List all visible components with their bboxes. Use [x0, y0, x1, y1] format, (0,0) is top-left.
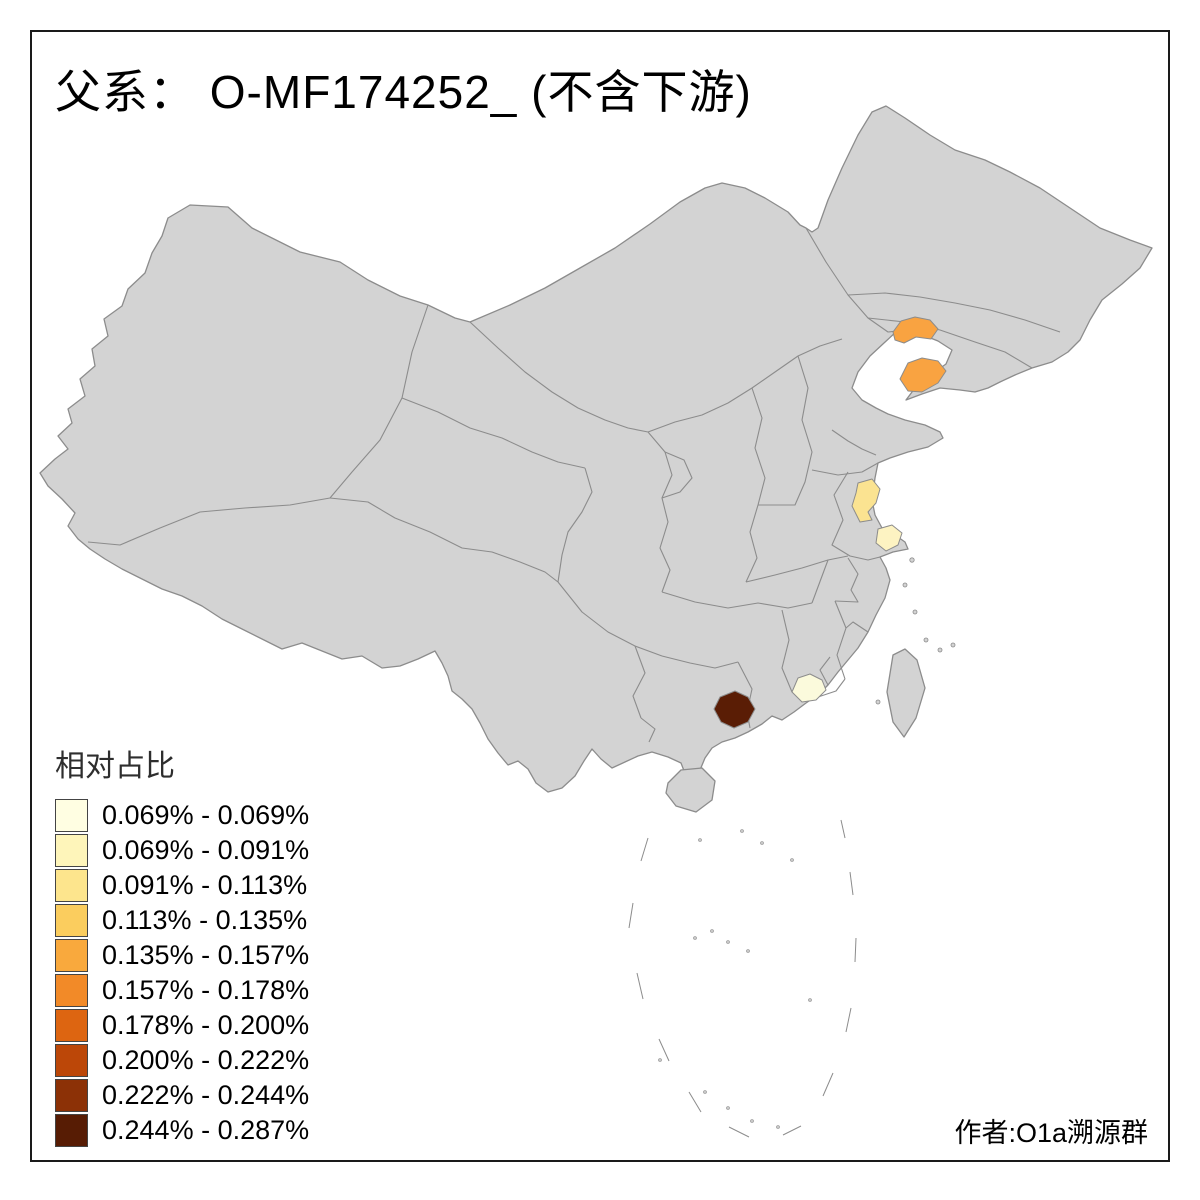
legend-label: 0.135% - 0.157% [102, 940, 310, 970]
coastal-islets [875, 557, 956, 705]
plot-border [30, 30, 1170, 1162]
legend-label: 0.091% - 0.113% [102, 870, 308, 900]
legend-swatch [55, 799, 88, 832]
legend-row: 0.244% - 0.287% [55, 1113, 375, 1148]
china-mainland [39, 105, 1153, 793]
region-west-liaoning [892, 316, 939, 344]
region-central-guangdong [791, 673, 827, 703]
legend-row: 0.113% - 0.135% [55, 903, 375, 938]
hainan-island [665, 767, 716, 813]
region-west-guangdong [713, 690, 756, 729]
legend-row: 0.135% - 0.157% [55, 938, 375, 973]
page-title: 父系： O-MF174252_ (不含下游) [55, 66, 752, 118]
legend-swatch [55, 1114, 88, 1147]
legend-label: 0.113% - 0.135% [102, 905, 308, 935]
legend-label: 0.200% - 0.222% [102, 1045, 310, 1075]
legend-title: 相对占比 [55, 750, 175, 783]
legend-label: 0.178% - 0.200% [102, 1010, 310, 1040]
legend-swatch [55, 904, 88, 937]
legend-swatch [55, 1009, 88, 1042]
legend-swatch [55, 1079, 88, 1112]
legend-row: 0.200% - 0.222% [55, 1043, 375, 1078]
region-south-jiangsu [875, 524, 903, 552]
legend-label: 0.069% - 0.091% [102, 835, 310, 865]
legend-label: 0.069% - 0.069% [102, 800, 310, 830]
legend-swatch [55, 1044, 88, 1077]
author-credit: 作者:O1a溯源群 [954, 1118, 1148, 1148]
legend-row: 0.157% - 0.178% [55, 973, 375, 1008]
legend-swatch [55, 869, 88, 902]
legend-row: 0.091% - 0.113% [55, 868, 375, 903]
legend-row: 0.222% - 0.244% [55, 1078, 375, 1113]
legend-label: 0.157% - 0.178% [102, 975, 310, 1005]
legend-swatch [55, 974, 88, 1007]
province-borders [87, 227, 1061, 743]
legend: 相对占比 0.069% - 0.069% 0.069% - 0.091% 0.0… [55, 750, 375, 1148]
legend-swatch [55, 834, 88, 867]
legend-row: 0.178% - 0.200% [55, 1008, 375, 1043]
legend-label: 0.244% - 0.287% [102, 1115, 310, 1145]
legend-label: 0.222% - 0.244% [102, 1080, 310, 1110]
legend-row: 0.069% - 0.091% [55, 833, 375, 868]
region-central-jiangsu [851, 478, 881, 523]
region-liaodong-peninsula [899, 357, 947, 393]
taiwan-island [886, 648, 926, 738]
south-china-sea-dash-line [628, 819, 857, 1138]
legend-swatch [55, 939, 88, 972]
legend-row: 0.069% - 0.069% [55, 798, 375, 833]
highlighted-regions [713, 316, 947, 729]
